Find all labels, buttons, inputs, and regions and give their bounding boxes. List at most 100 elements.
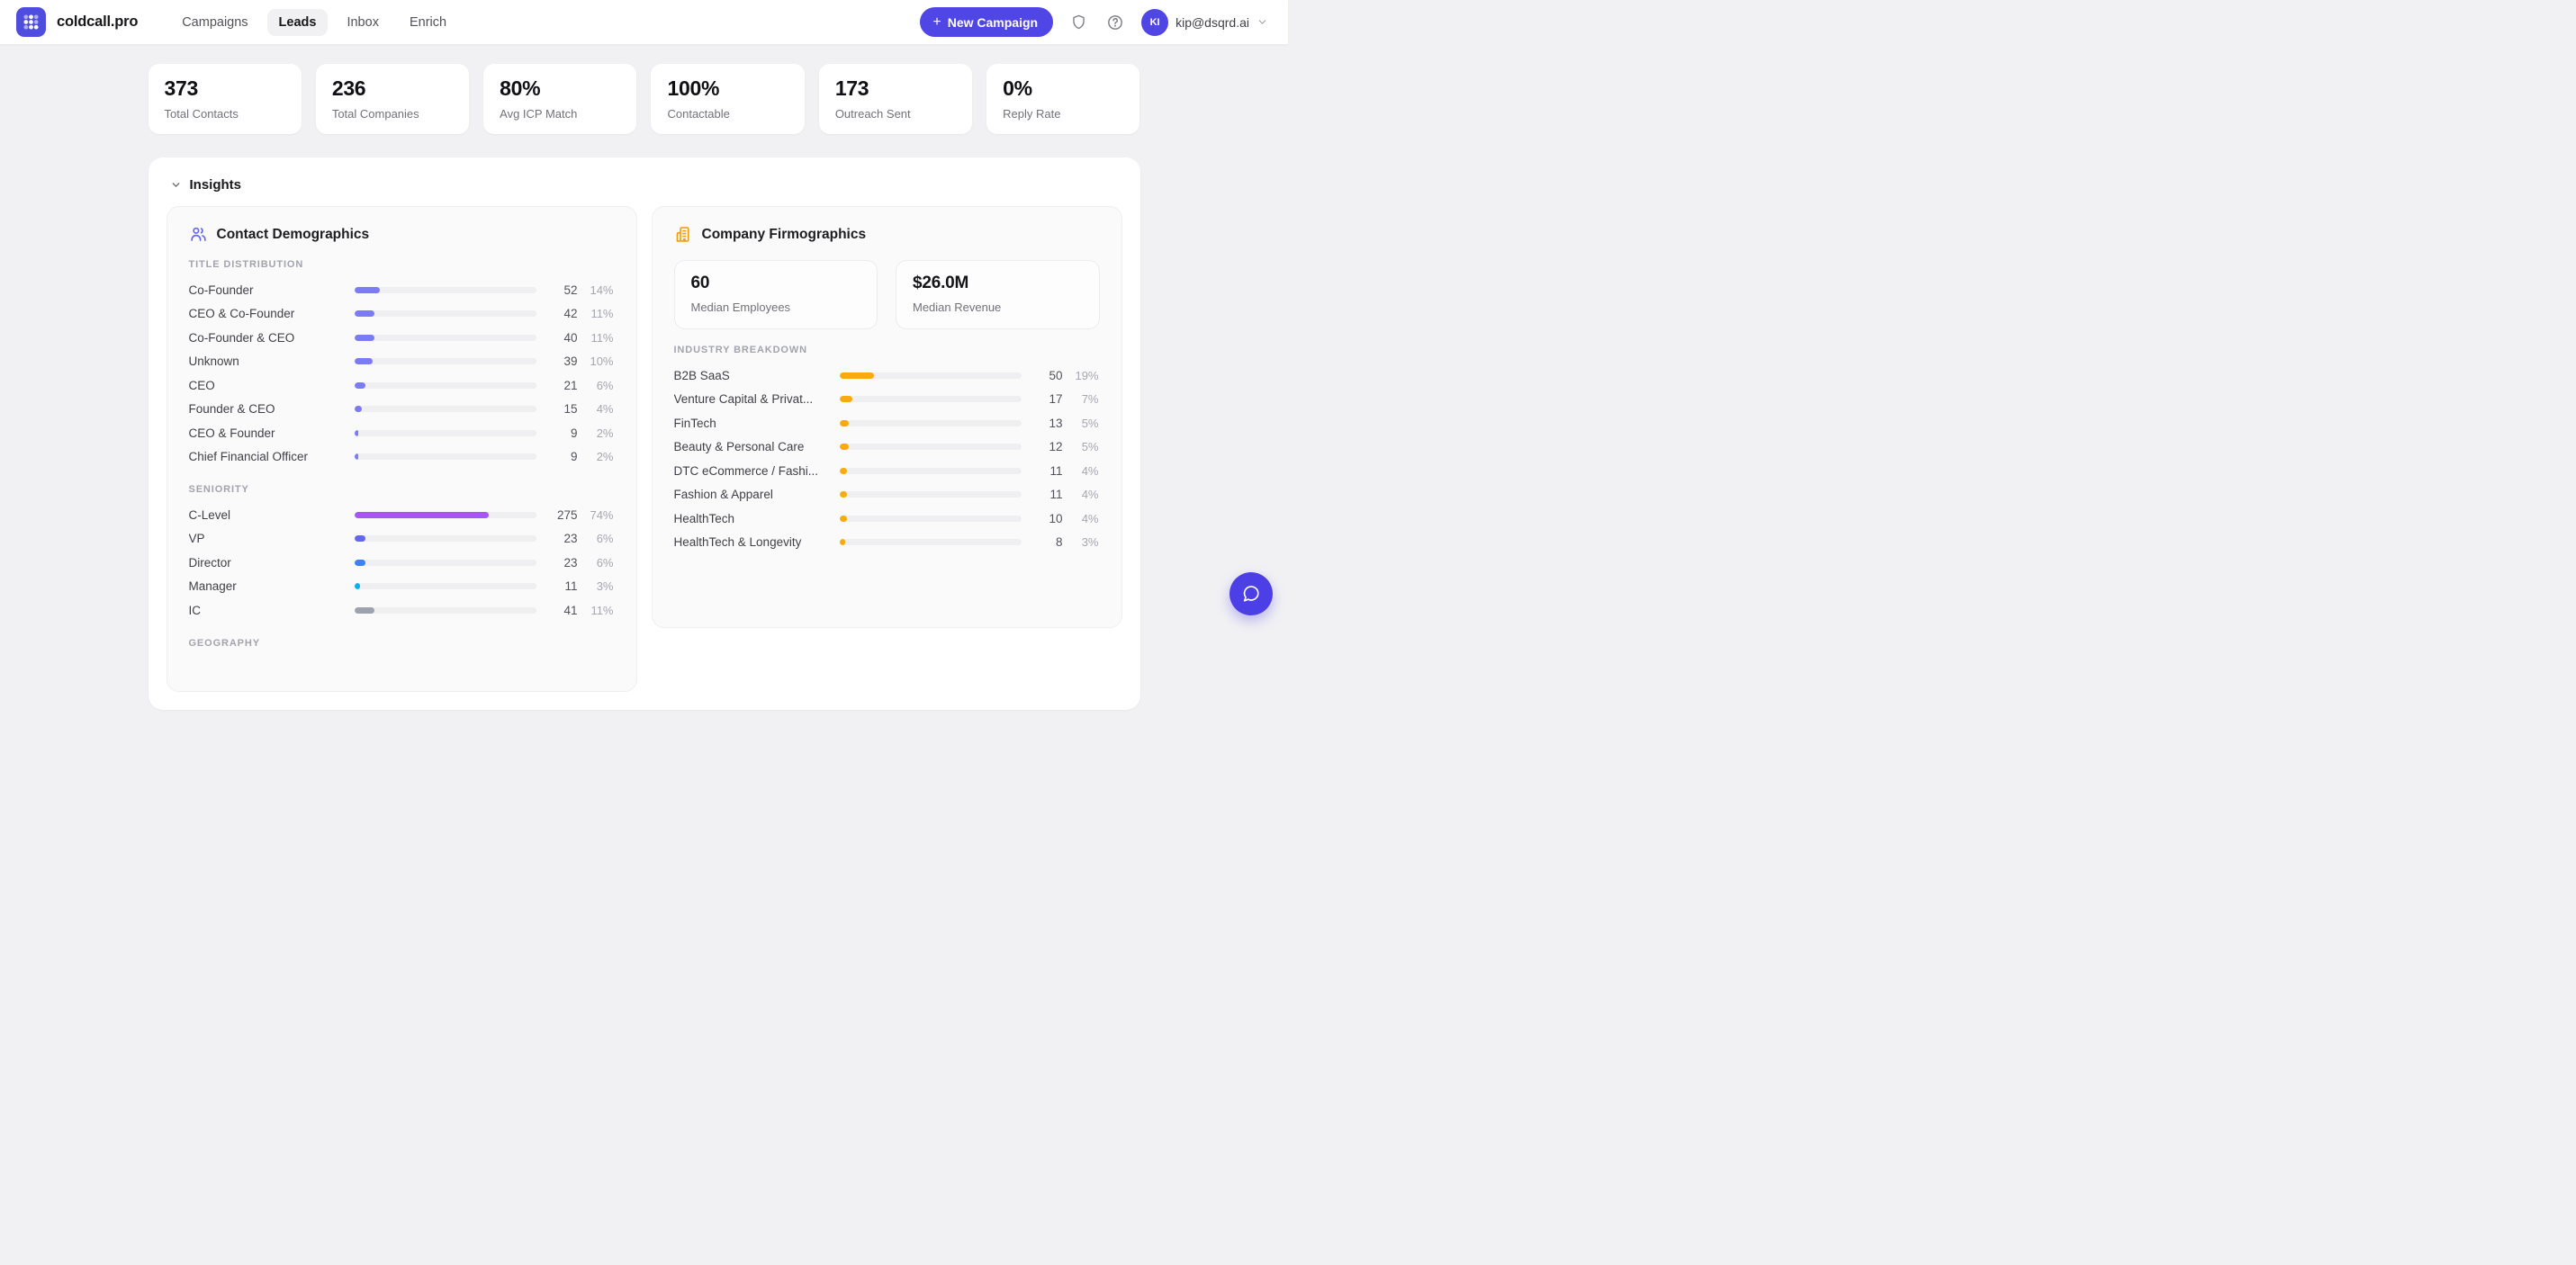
seniority-row-label: Director <box>188 555 231 570</box>
industry-row-label: HealthTech & Longevity <box>673 535 802 550</box>
bar-track <box>839 444 1022 451</box>
metric-box: 60 Median Employees <box>673 260 878 329</box>
stat-card: 0% Reply Rate <box>986 64 1140 134</box>
contact-demographics-title: Contact Demographics <box>216 226 370 242</box>
chat-bubble-icon <box>1243 586 1259 602</box>
industry-row-pct: 4% <box>1081 488 1099 502</box>
title-distribution-label: TITLE DISTRIBUTION <box>188 259 304 270</box>
bar-track <box>354 453 536 461</box>
stat-label: Outreach Sent <box>834 107 911 121</box>
metric-label: Median Employees <box>690 301 791 314</box>
chat-widget-button[interactable] <box>1229 572 1273 615</box>
bar-track <box>354 406 536 413</box>
bar-track <box>354 286 536 293</box>
industry-row-value: 11 <box>1049 488 1063 502</box>
insights-collapse-header[interactable]: Insights <box>167 172 1122 193</box>
title-distribution-row-value: 9 <box>570 426 578 440</box>
industry-row: Venture Capital & Privat... 17 7% <box>674 388 1100 412</box>
seniority-row: C-Level 275 74% <box>189 503 615 527</box>
seniority-row-value: 23 <box>563 555 578 570</box>
bar-track <box>354 559 536 566</box>
title-distribution-row-pct: 11% <box>590 330 614 345</box>
bar-track <box>354 381 536 389</box>
industry-row-pct: 4% <box>1081 511 1099 525</box>
app-logo-icon[interactable] <box>16 7 46 37</box>
title-distribution-row-label: Co-Founder & CEO <box>188 330 295 345</box>
top-navigation-bar: coldcall.pro Campaigns Leads Inbox Enrich +… <box>0 0 1288 45</box>
title-distribution-row: Co-Founder 52 14% <box>189 278 615 302</box>
industry-row-value: 8 <box>1055 535 1063 550</box>
bar-track <box>354 334 536 341</box>
seniority-row-value: 275 <box>556 507 578 522</box>
industry-row-value: 17 <box>1049 392 1063 407</box>
bar-fill <box>354 286 380 293</box>
industry-row-value: 10 <box>1049 511 1063 525</box>
title-distribution-row-value: 21 <box>563 378 578 392</box>
stat-label: Contactable <box>667 107 730 121</box>
seniority-row: Director 23 6% <box>189 551 615 575</box>
new-campaign-label: New Campaign <box>947 14 1039 30</box>
title-distribution-row-label: Chief Financial Officer <box>188 450 309 464</box>
nav-item-leads[interactable]: Leads <box>266 8 329 36</box>
industry-row-label: Fashion & Apparel <box>673 488 773 502</box>
nav-item-campaigns[interactable]: Campaigns <box>182 14 248 30</box>
title-distribution-row-pct: 10% <box>590 354 614 369</box>
industry-rows: B2B SaaS 50 19% Venture Capital & Privat...… <box>674 363 1100 554</box>
title-distribution-row: Founder & CEO 15 4% <box>189 398 615 422</box>
bar-track <box>839 396 1022 403</box>
industry-row: DTC eCommerce / Fashi... 11 4% <box>674 459 1100 483</box>
seniority-row-value: 11 <box>564 579 578 594</box>
nav-item-enrich[interactable]: Enrich <box>409 14 447 30</box>
title-distribution-row-pct: 4% <box>596 402 614 417</box>
nav-item-inbox[interactable]: Inbox <box>347 14 379 30</box>
industry-row-label: Beauty & Personal Care <box>673 440 805 454</box>
bar-track <box>354 429 536 436</box>
title-distribution-row-label: CEO <box>188 378 215 392</box>
bar-fill <box>354 406 362 413</box>
bar-fill <box>839 444 849 451</box>
seniority-row-value: 23 <box>563 532 578 546</box>
title-distribution-row: CEO & Founder 9 2% <box>189 421 615 445</box>
insights-panel: Insights Contact Demographics TITLE DIST… <box>148 157 1140 710</box>
bar-fill <box>354 381 365 389</box>
title-distribution-row: Chief Financial Officer 9 2% <box>189 445 615 470</box>
title-distribution-row-pct: 6% <box>596 378 614 392</box>
user-menu[interactable]: KI kip@dsqrd.ai <box>1141 8 1268 36</box>
chevron-down-icon <box>172 183 179 187</box>
title-distribution-row-value: 39 <box>563 354 578 369</box>
industry-row-label: B2B SaaS <box>673 368 730 382</box>
company-firmographics-card: Company Firmographics 60 Median Employees… <box>651 206 1122 628</box>
seniority-rows: C-Level 275 74% VP 23 6% Director 23 6% Manager 11… <box>189 503 615 623</box>
stat-card: 236 Total Companies <box>315 64 470 134</box>
seniority-row: IC 41 11% <box>189 598 615 623</box>
title-distribution-row-pct: 2% <box>596 426 614 440</box>
stat-label: Total Contacts <box>164 107 239 121</box>
seniority-row-label: IC <box>188 603 202 617</box>
bar-track <box>839 467 1022 474</box>
title-distribution-row-value: 52 <box>563 283 578 297</box>
stat-value: 173 <box>834 76 869 100</box>
plus-icon: + <box>932 13 941 30</box>
brand-name: coldcall.pro <box>57 13 139 30</box>
title-distribution-row-label: CEO & Co-Founder <box>188 307 295 321</box>
stat-card: 100% Contactable <box>651 64 805 134</box>
shield-button[interactable] <box>1068 12 1089 32</box>
new-campaign-button[interactable]: + New Campaign <box>920 7 1054 37</box>
industry-row: HealthTech & Longevity 8 3% <box>674 531 1100 555</box>
metric-boxes: 60 Median Employees $26.0M Median Revenue <box>673 260 1100 329</box>
stat-label: Total Companies <box>331 107 419 121</box>
main-content: 373 Total Contacts 236 Total Companies 80% Av… <box>148 64 1140 710</box>
seniority-row-value: 41 <box>563 603 578 617</box>
bar-fill <box>354 583 360 590</box>
bar-fill <box>839 467 847 474</box>
industry-row-pct: 5% <box>1081 416 1099 430</box>
stat-value: 0% <box>1003 76 1032 100</box>
bar-track <box>354 358 536 365</box>
bar-fill <box>839 372 874 379</box>
industry-breakdown-label: INDUSTRY BREAKDOWN <box>673 345 807 355</box>
help-icon <box>1108 14 1122 30</box>
help-button[interactable] <box>1104 12 1126 33</box>
stat-value: 236 <box>331 76 366 100</box>
industry-row-pct: 19% <box>1075 368 1099 382</box>
bar-track <box>354 511 536 518</box>
